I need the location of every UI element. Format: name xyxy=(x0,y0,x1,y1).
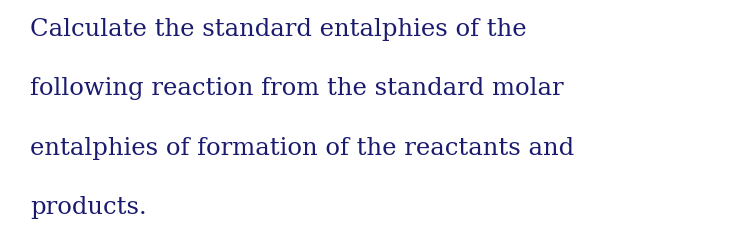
Text: following reaction from the standard molar: following reaction from the standard mol… xyxy=(30,77,564,100)
Text: entalphies of formation of the reactants and: entalphies of formation of the reactants… xyxy=(30,136,574,159)
Text: products.: products. xyxy=(30,195,147,218)
Text: Calculate the standard entalphies of the: Calculate the standard entalphies of the xyxy=(30,18,526,41)
